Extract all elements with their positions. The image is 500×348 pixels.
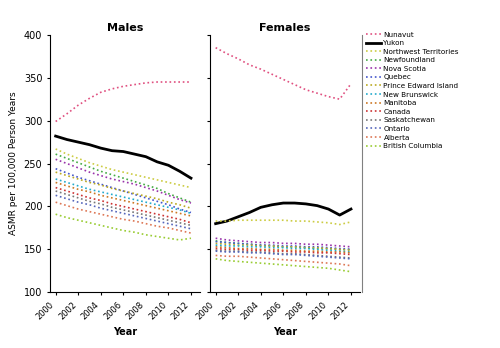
X-axis label: Year: Year [273, 327, 297, 337]
Title: Females: Females [260, 23, 310, 33]
X-axis label: Year: Year [113, 327, 137, 337]
Y-axis label: ASMR per 100,000 Person Years: ASMR per 100,000 Person Years [9, 92, 18, 235]
Title: Males: Males [107, 23, 143, 33]
Legend: Nunavut, Yukon, Northwest Territories, Newfoundland, Nova Scotia, Quebec, Prince: Nunavut, Yukon, Northwest Territories, N… [366, 31, 459, 149]
